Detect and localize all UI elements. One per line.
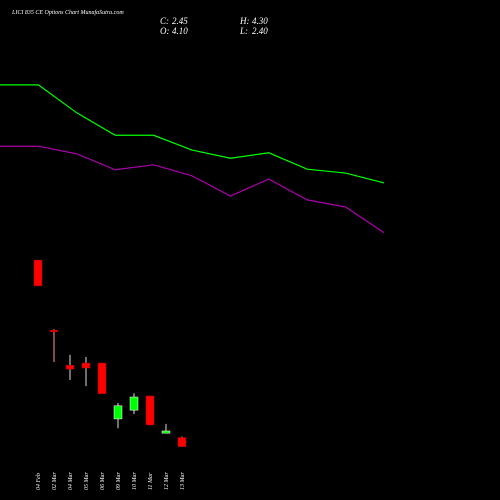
ohlc-label: L:	[239, 26, 248, 36]
candle-body	[177, 437, 187, 447]
x-tick-label: 05 Mar	[84, 472, 90, 490]
ma-line	[0, 84, 385, 184]
chart-title: LICI 835 CE Options Chart MunafaSutra.co…	[11, 9, 124, 16]
ohlc-value: 2.45	[172, 16, 188, 26]
candle-body	[97, 362, 107, 394]
x-tick-label: 11 Mar	[148, 472, 154, 490]
x-tick-label: 10 Mar	[132, 472, 138, 490]
candle-body	[161, 430, 171, 434]
x-tick-label: 04 Mar	[67, 472, 74, 490]
ma-line	[0, 145, 385, 234]
candle-body	[81, 362, 91, 369]
ohlc-value: 2.40	[252, 26, 268, 36]
ohlc-label: O:	[160, 26, 170, 36]
x-tick-label: 02 Mar	[52, 472, 58, 490]
x-tick-label: 04 Feb	[35, 473, 42, 490]
ohlc-label: H:	[239, 16, 250, 26]
x-tick-label: 06 Mar	[100, 472, 106, 490]
ohlc-label: C:	[160, 16, 169, 26]
candle-body	[65, 365, 75, 370]
ohlc-value: 4.10	[172, 26, 188, 36]
x-tick-label: 12 Mar	[164, 472, 170, 490]
candle-body	[33, 259, 43, 287]
candle-body	[129, 396, 139, 411]
x-tick-label: 13 Mar	[180, 472, 186, 490]
candle-body	[113, 405, 123, 420]
x-tick-label: 09 Mar	[116, 472, 122, 490]
candle-body	[145, 395, 155, 426]
candle-body	[49, 329, 59, 332]
ohlc-value: 4.30	[252, 16, 268, 26]
